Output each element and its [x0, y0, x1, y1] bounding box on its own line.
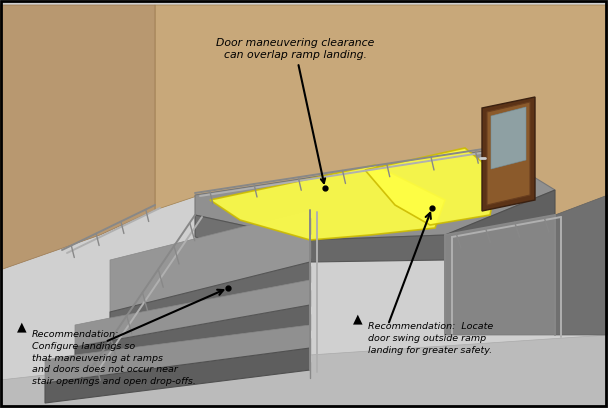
- Polygon shape: [445, 190, 555, 260]
- Polygon shape: [195, 215, 310, 262]
- Polygon shape: [45, 325, 310, 383]
- Polygon shape: [445, 215, 555, 335]
- Polygon shape: [155, 5, 608, 280]
- Polygon shape: [487, 102, 530, 205]
- Polygon shape: [45, 348, 310, 403]
- Polygon shape: [491, 107, 526, 169]
- Polygon shape: [482, 97, 535, 211]
- Text: ▲: ▲: [353, 312, 363, 325]
- Polygon shape: [75, 305, 310, 367]
- Polygon shape: [110, 262, 310, 332]
- Text: ▲: ▲: [17, 320, 27, 333]
- Polygon shape: [0, 335, 608, 408]
- Text: Recommendation:  Locate
door swing outside ramp
landing for greater safety.: Recommendation: Locate door swing outsid…: [368, 322, 493, 355]
- Polygon shape: [75, 280, 310, 347]
- Text: Door maneuvering clearance
can overlap ramp landing.: Door maneuvering clearance can overlap r…: [216, 38, 374, 183]
- Polygon shape: [310, 235, 445, 262]
- Polygon shape: [365, 148, 498, 225]
- Text: Recommendation:
Configure landings so
that maneuvering at ramps
and doors does n: Recommendation: Configure landings so th…: [32, 330, 196, 386]
- Polygon shape: [110, 210, 310, 312]
- Polygon shape: [555, 195, 608, 335]
- Polygon shape: [210, 165, 445, 240]
- Polygon shape: [0, 5, 155, 270]
- Polygon shape: [195, 150, 555, 240]
